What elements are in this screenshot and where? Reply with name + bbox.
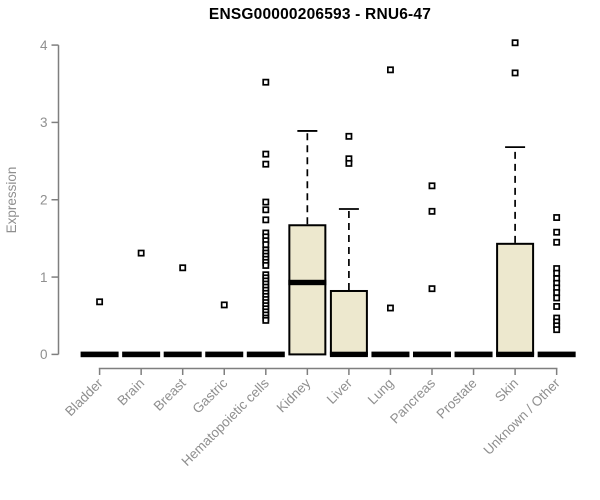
x-category-label: Bladder (62, 375, 106, 419)
outlier-point (137, 249, 145, 257)
collapsed-box (537, 351, 576, 358)
outlier-point (553, 289, 561, 296)
median-line (329, 351, 368, 358)
collapsed-box (413, 351, 451, 358)
outlier-point (262, 150, 270, 158)
outlier-point (387, 304, 394, 312)
outlier-point (262, 198, 270, 206)
collapsed-box (163, 351, 202, 358)
collapsed-box (246, 351, 285, 358)
x-category-label: Liver (324, 375, 356, 407)
outlier-point (553, 214, 561, 221)
outlier-point (428, 285, 436, 293)
outlier-point (262, 206, 270, 214)
outlier-point (96, 298, 104, 306)
outlier-point (553, 303, 561, 310)
outlier-point (553, 228, 561, 236)
box (496, 242, 535, 356)
y-tick-label: 2 (40, 193, 48, 208)
outlier-point (345, 132, 353, 140)
outlier-point (220, 301, 228, 309)
outlier-point (428, 207, 436, 215)
collapsed-box (205, 351, 244, 358)
y-tick-label: 4 (40, 38, 48, 53)
outlier-point (262, 241, 270, 249)
x-category-label: Breast (151, 375, 189, 413)
chart-title: ENSG00000206593 - RNU6-47 (208, 6, 432, 23)
y-tick-label: 1 (40, 270, 48, 285)
outlier-point (262, 216, 270, 224)
outlier-point (511, 69, 519, 77)
x-category-label: Unknown / Other (481, 375, 564, 458)
x-category-label: Brain (114, 376, 147, 409)
outlier-point (262, 316, 270, 324)
median-line (288, 279, 327, 286)
outlier-point (428, 182, 436, 190)
collapsed-box (454, 351, 493, 358)
outlier-point (511, 39, 519, 47)
x-category-label: Kidney (274, 375, 314, 415)
x-category-label: Lung (365, 376, 397, 408)
x-category-label: Prostate (434, 376, 480, 422)
box (288, 224, 327, 356)
outlier-point (553, 238, 561, 246)
outlier-point (345, 159, 353, 167)
outlier-point (262, 78, 270, 86)
x-category-label: Gastric (190, 375, 231, 416)
outlier-point (262, 160, 270, 168)
outlier-point (553, 294, 561, 302)
x-category-label: Skin (492, 376, 521, 405)
collapsed-box (122, 351, 161, 358)
y-tick-label: 3 (40, 115, 48, 130)
collapsed-box (80, 351, 119, 358)
outlier-point (387, 66, 394, 74)
y-tick-label: 0 (40, 347, 48, 362)
outlier-point (179, 264, 187, 272)
outlier-point (553, 269, 561, 277)
collapsed-box (371, 351, 410, 358)
box (329, 289, 368, 356)
x-category-label: Pancreas (387, 375, 438, 426)
outlier-point (262, 262, 270, 269)
median-line (496, 351, 535, 358)
outlier-point (553, 326, 561, 334)
